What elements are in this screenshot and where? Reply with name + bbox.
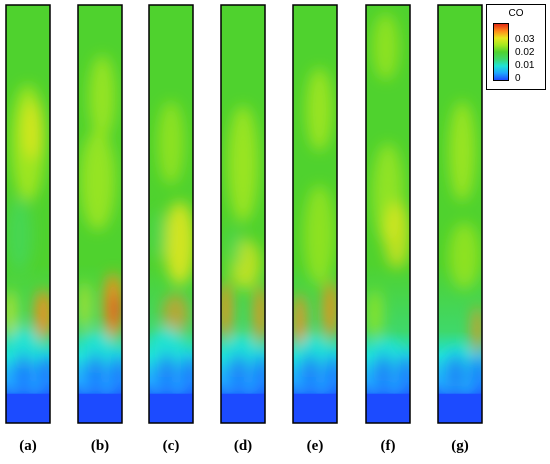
panel-label: (a) [19,438,37,454]
concentration-region [254,351,265,394]
concentration-region [164,201,193,286]
concentration-region [28,360,41,403]
colorbar [493,23,509,81]
panel-label: (b) [90,438,110,454]
concentration-region [388,360,401,403]
concentration-region [89,351,102,394]
concentration-region [17,351,30,394]
concentration-region [100,360,113,403]
concentration-region [326,351,337,394]
legend-title: CO [508,8,524,19]
concentration-region [6,326,42,369]
concentration-region [383,201,410,269]
concentration-region [79,280,90,332]
concentration-region [149,360,162,403]
concentration-region [293,360,306,403]
panel-border [220,4,266,424]
concentration-region [227,105,259,223]
concentration-region [80,130,116,231]
contour-panel [5,4,51,424]
panel-label: (f) [380,438,396,454]
concentration-region [366,289,383,340]
panel-label: (g) [451,438,469,454]
panel-label: (c) [162,438,180,454]
concentration-region [366,360,379,403]
concentration-region [78,360,91,403]
concentration-region [471,351,482,394]
concentration-region [372,13,399,81]
concentration-region [221,280,232,340]
panel-label: (e) [306,438,324,454]
contour-panel [292,4,338,424]
concentration-region [399,351,410,394]
panel-border [77,4,123,424]
concentration-region [225,226,243,269]
panel-border [5,4,51,424]
concentration-region [243,360,256,403]
concentration-region [6,289,16,340]
concentration-region [6,360,19,403]
concentration-region [111,293,120,327]
concentration-region [293,293,306,352]
concentration-region [304,351,317,394]
concentration-region [6,197,33,273]
concentration-region [449,351,462,394]
legend-tick: 0.02 [515,47,535,58]
concentration-region [232,351,245,394]
legend-tick: 0 [515,73,521,84]
concentration-region [306,67,333,152]
concentration-region [377,351,390,394]
concentration-region [34,289,50,340]
concentration-region [89,55,116,139]
panel-border [148,4,194,424]
panel-label: (d) [233,438,253,454]
panel-border [292,4,338,424]
panel-border [437,4,483,424]
concentration-region [254,285,265,344]
contour-panel [148,4,194,424]
concentration-region [472,305,482,357]
legend-tick: 0.03 [515,34,535,45]
colorbar-legend: CO 0.03 0.02 0.01 0 [486,4,546,90]
concentration-region [182,351,193,394]
concentration-region [171,360,184,403]
concentration-region [111,351,122,394]
concentration-region [149,209,167,260]
contour-panel [365,4,411,424]
concentration-region [449,101,476,202]
concentration-region [160,351,173,394]
concentration-region [323,280,337,340]
concentration-region [460,360,473,403]
contour-panel [77,4,123,424]
panel-border [365,4,411,424]
concentration-region [39,351,50,394]
concentration-region [22,101,43,160]
concentration-region [304,184,335,286]
concentration-region [157,101,185,185]
concentration-region [162,293,189,336]
concentration-region [315,360,328,403]
concentration-region [438,360,451,403]
contour-panel [220,4,266,424]
concentration-region [221,360,234,403]
contour-panel [437,4,483,424]
legend-tick: 0.01 [515,60,535,71]
concentration-region [449,222,480,290]
